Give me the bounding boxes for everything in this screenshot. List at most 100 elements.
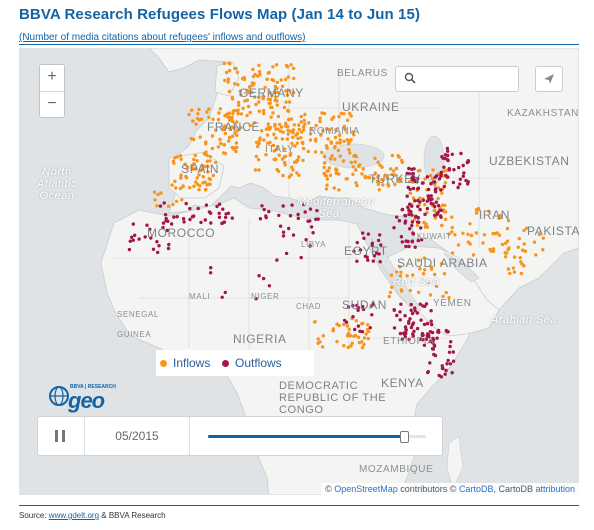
search-input[interactable]	[395, 66, 519, 92]
map-dot	[511, 266, 516, 270]
label-arabian-sea: Arabian Sea	[491, 314, 558, 326]
map-dot	[415, 326, 420, 331]
map-dot	[228, 127, 232, 131]
map-dot	[194, 180, 198, 184]
map-dot	[275, 90, 280, 95]
map-dot	[342, 112, 346, 116]
map-dot	[204, 203, 209, 207]
map-dot	[308, 244, 312, 248]
map-dot	[151, 247, 156, 251]
legend-outflows: Outflows	[222, 356, 282, 370]
map-dot	[339, 111, 344, 116]
map-dot	[190, 215, 195, 219]
map-dot	[291, 168, 295, 172]
map-canvas[interactable]: BELARUS GERMANY UKRAINE KAZAKHSTAN FRANC…	[19, 48, 579, 495]
map-dot	[408, 191, 413, 195]
map-dot	[404, 327, 408, 331]
map-dot	[449, 340, 453, 344]
label-kazakhstan: KAZAKHSTAN	[507, 108, 579, 119]
pause-button[interactable]	[38, 417, 85, 455]
map-dot	[363, 174, 367, 179]
map-dot	[458, 177, 462, 181]
map-dot	[440, 155, 444, 159]
map-dot	[288, 214, 293, 218]
map-dot	[366, 323, 370, 327]
map-dot	[299, 136, 303, 140]
map-dot	[269, 115, 273, 119]
map-dot	[238, 126, 243, 130]
map-dot	[284, 121, 288, 126]
map-dot	[155, 240, 159, 244]
openstreetmap-link[interactable]: OpenStreetMap	[334, 484, 398, 494]
map-dot	[418, 168, 422, 173]
map-dot	[318, 116, 322, 120]
map-dot	[221, 126, 226, 130]
cartodb-link[interactable]: CartoDB	[458, 484, 494, 494]
zoom-in-button[interactable]: +	[40, 65, 64, 92]
map-dot	[413, 199, 417, 203]
map-dot	[358, 163, 362, 167]
map-dot	[233, 126, 237, 130]
map-dot	[179, 176, 183, 180]
map-dot	[400, 207, 405, 212]
map-dot	[405, 171, 409, 176]
locate-button[interactable]	[535, 66, 563, 92]
map-dot	[333, 157, 337, 161]
map-dot	[399, 302, 403, 306]
map-dot	[353, 333, 358, 338]
map-dot	[231, 119, 235, 124]
map-dot	[399, 288, 403, 292]
map-dot	[361, 231, 365, 235]
map-dot	[418, 207, 422, 212]
map-dot	[413, 215, 418, 219]
zoom-out-button[interactable]: −	[47, 95, 57, 112]
label-red-sea: Red Sea	[393, 276, 440, 288]
map-dot	[328, 173, 333, 177]
label-egypt: EGYPT	[344, 244, 388, 258]
map-dot	[197, 184, 202, 188]
map-dot	[308, 207, 313, 211]
map-dot	[184, 201, 188, 206]
map-dot	[284, 251, 289, 256]
map-dot	[362, 342, 366, 347]
map-dot	[351, 130, 355, 134]
map-dot	[290, 203, 294, 207]
timeline-slider[interactable]	[208, 431, 426, 443]
map-dot	[413, 309, 417, 313]
map-dot	[277, 153, 281, 157]
map-dot	[226, 77, 230, 81]
map-dot	[217, 211, 221, 215]
map-dot	[380, 177, 384, 182]
attribution-link[interactable]: attribution	[535, 484, 575, 494]
map-dot	[418, 302, 422, 306]
map-dot	[437, 177, 442, 181]
map-dot	[450, 152, 454, 156]
map-dot	[288, 89, 292, 93]
map-dot	[210, 134, 215, 138]
map-dot	[506, 218, 511, 223]
map-dot	[226, 139, 231, 143]
map-dot	[429, 194, 433, 198]
map-dot	[474, 231, 479, 235]
map-dot	[201, 165, 205, 169]
label-kuwait: KUWAIT	[417, 232, 452, 241]
map-dot	[170, 183, 174, 187]
map-dot	[206, 170, 210, 174]
map-dot	[452, 168, 456, 172]
map-dot	[214, 128, 218, 132]
map-dot	[148, 227, 152, 231]
label-pakistan: PAKISTAN	[527, 224, 579, 238]
map-dot	[262, 138, 266, 142]
map-dot	[166, 204, 171, 208]
label-iran: IRAN	[479, 208, 511, 222]
map-dot	[400, 160, 405, 164]
map-dot	[353, 160, 357, 164]
map-dot	[233, 82, 237, 86]
timeline-handle[interactable]	[400, 431, 410, 443]
map-dot	[413, 306, 417, 310]
gdelt-link[interactable]: www.gdelt.org	[48, 511, 100, 520]
map-dot	[349, 114, 353, 118]
map-dot	[426, 281, 430, 285]
map-dot	[222, 220, 227, 224]
map-dot	[366, 258, 370, 262]
